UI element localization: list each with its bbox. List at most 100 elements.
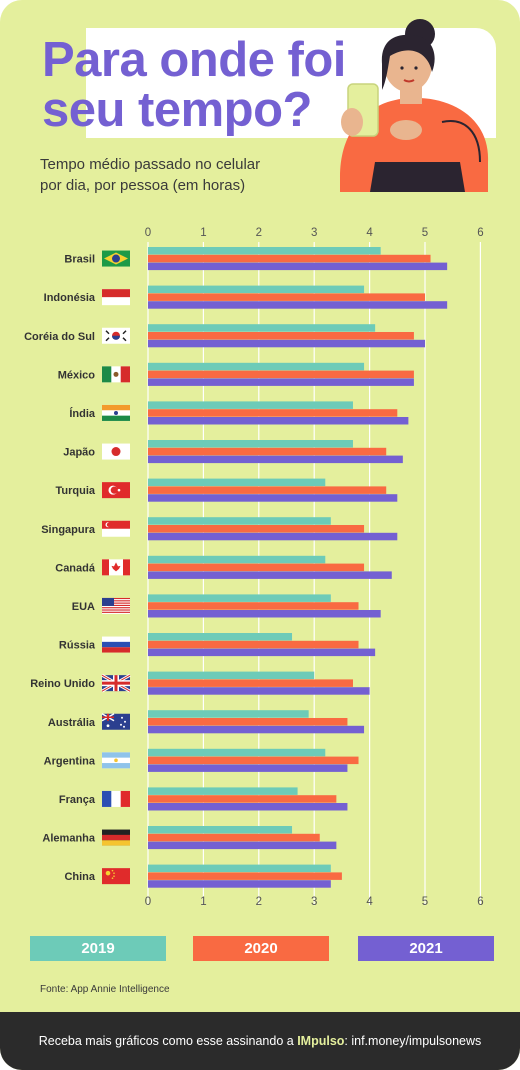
- bar-2020: [148, 795, 337, 803]
- bar-2019: [148, 671, 315, 680]
- x-tick-label-bottom: 2: [256, 896, 262, 908]
- category-label: Indonésia: [44, 292, 96, 304]
- china-flag-icon: [102, 868, 130, 885]
- source-note: Fonte: App Annie Intelligence: [40, 984, 170, 995]
- bar-2021: [148, 455, 403, 464]
- bar-2021: [148, 378, 414, 386]
- x-tick-label-bottom: 3: [311, 896, 317, 908]
- x-tick-label-top: 5: [422, 227, 428, 239]
- x-tick-label-top: 0: [145, 227, 151, 239]
- bar-2021: [148, 532, 398, 541]
- bar-2020: [148, 332, 414, 340]
- bar-2019: [148, 517, 331, 525]
- x-tick-label-bottom: 1: [200, 896, 206, 908]
- subtitle: Tempo médio passado no celular por dia, …: [40, 154, 260, 196]
- x-tick-label-top: 2: [256, 227, 262, 239]
- subtitle-line-2: por dia, por pessoa (em horas): [40, 177, 246, 194]
- category-label: Reino Unido: [30, 678, 95, 690]
- bar-2020: [148, 447, 387, 456]
- bar-2021: [148, 301, 448, 309]
- bar-2020: [148, 254, 431, 263]
- footer-link-text: : inf.money/impulsonews: [344, 1034, 482, 1048]
- singapore-flag-icon: [102, 520, 130, 537]
- x-tick-label-top: 6: [477, 227, 483, 239]
- bar-2019: [148, 247, 381, 255]
- australia-flag-icon: [101, 713, 130, 730]
- bar-2020: [148, 409, 398, 417]
- bar-2019: [148, 401, 353, 409]
- bar-2021: [148, 648, 376, 657]
- bar-2021: [148, 262, 448, 271]
- bar-2019: [148, 787, 298, 795]
- bar-2019: [148, 826, 293, 834]
- mexico-flag-icon: [102, 366, 130, 383]
- bar-2021: [148, 339, 425, 348]
- legend-2021: 2021: [358, 936, 494, 961]
- bar-2021: [148, 571, 392, 579]
- category-label: França: [59, 794, 96, 806]
- category-label: China: [64, 871, 95, 883]
- bar-2021: [148, 610, 381, 618]
- bar-2019: [148, 478, 326, 487]
- bar-2020: [148, 602, 359, 610]
- india-flag-icon: [102, 404, 130, 421]
- footer-text: Receba mais gráficos como esse assinando…: [38, 1034, 298, 1048]
- category-label: EUA: [72, 601, 95, 613]
- bar-2021: [148, 803, 348, 811]
- bar-2021: [148, 687, 370, 695]
- legend-2019: 2019: [30, 936, 166, 961]
- title-line-2: seu tempo?: [42, 83, 312, 137]
- bar-2020: [148, 563, 365, 572]
- bar-2019: [148, 285, 365, 294]
- bar-2020: [148, 756, 359, 765]
- bar-2020: [148, 293, 425, 301]
- bar-2019: [148, 594, 331, 602]
- bar-2021: [148, 841, 337, 850]
- bar-2019: [148, 362, 365, 371]
- category-label: Rússia: [59, 640, 96, 652]
- category-label: Austrália: [48, 717, 96, 729]
- bar-2020: [148, 679, 353, 687]
- bar-2019: [148, 633, 293, 641]
- category-label: Turquia: [55, 485, 95, 497]
- bar-2021: [148, 880, 331, 888]
- category-label: Singapura: [41, 524, 96, 536]
- category-label: Argentina: [44, 755, 96, 767]
- canada-flag-icon: [102, 559, 130, 576]
- bar-2020: [148, 718, 348, 726]
- bar-2021: [148, 764, 348, 772]
- bar-2020: [148, 525, 365, 533]
- x-tick-label-bottom: 4: [366, 896, 373, 908]
- bar-2020: [148, 640, 359, 649]
- category-label: México: [58, 369, 96, 381]
- category-label: Coréia do Sul: [24, 331, 95, 343]
- bar-2019: [148, 555, 326, 564]
- legend-2020: 2020: [193, 936, 329, 961]
- bar-chart: 0 0 1 1 2 2 3 3 4 4 5 5 6 6 Brasil Indonésia Coréia do S…: [24, 227, 484, 908]
- bar-2021: [148, 417, 409, 425]
- bar-2021: [148, 494, 398, 502]
- argentina-flag-icon: [102, 752, 130, 769]
- bar-2020: [148, 370, 414, 379]
- germany-flag-icon: [102, 829, 130, 846]
- bar-2020: [148, 833, 320, 842]
- russia-flag-icon: [102, 636, 130, 653]
- x-tick-label-top: 1: [200, 227, 206, 239]
- bar-2020: [148, 486, 387, 494]
- footer-banner: Receba mais gráficos como esse assinando…: [0, 1012, 520, 1070]
- subtitle-line-1: Tempo médio passado no celular: [40, 156, 261, 173]
- x-tick-label-top: 3: [311, 227, 317, 239]
- x-tick-label-bottom: 0: [145, 896, 151, 908]
- x-tick-label-top: 4: [366, 227, 373, 239]
- bar-2021: [148, 725, 365, 734]
- category-label: Alemanha: [42, 833, 95, 845]
- bar-2019: [148, 440, 353, 448]
- bar-2019: [148, 324, 376, 332]
- x-tick-label-bottom: 5: [422, 896, 428, 908]
- brazil-flag-icon: [102, 250, 130, 267]
- bar-2019: [148, 748, 326, 757]
- bar-2019: [148, 864, 331, 873]
- x-tick-label-bottom: 6: [477, 896, 483, 908]
- south-korea-flag-icon: [102, 327, 130, 344]
